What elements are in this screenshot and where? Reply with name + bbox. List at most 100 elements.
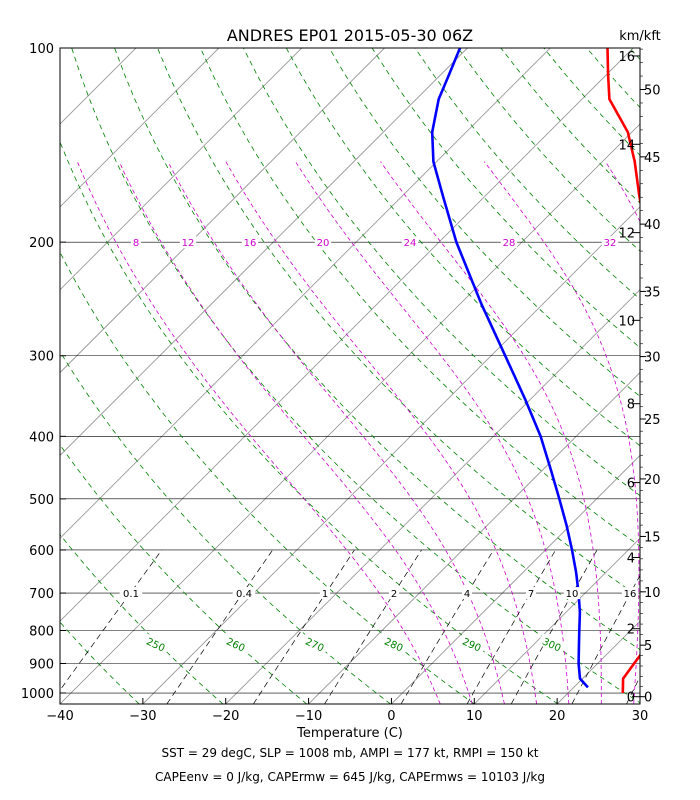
isotherm-line	[60, 48, 385, 374]
label-text: 20	[317, 238, 330, 249]
isotherm-line	[225, 289, 640, 704]
km-tick-label: 14	[618, 138, 635, 153]
mixing-ratio-label: 1	[319, 587, 331, 600]
label-text: 24	[404, 238, 417, 249]
moist-adiabat-line	[380, 161, 602, 704]
mixing-ratio-line	[400, 549, 494, 704]
mixing-ratio-line	[324, 549, 422, 704]
kft-tick-label: 25	[644, 413, 661, 428]
mixing-ratio-label: 10	[563, 587, 581, 600]
dry-adiabat-line	[586, 48, 640, 109]
isotherm-line	[60, 123, 640, 704]
moist-adiabat-label: 20	[314, 236, 332, 249]
label-background	[379, 633, 409, 656]
chart-title: ANDRES EP01 2015-05-30 06Z	[227, 26, 473, 45]
x-tick-label: 0	[387, 709, 395, 724]
dry-adiabat-label: 300	[537, 633, 567, 656]
mixing-ratio-line	[166, 549, 273, 704]
moist-adiabat-line	[225, 161, 537, 704]
mixing-ratio-label: 4	[461, 587, 473, 600]
moist-adiabat-label: 28	[500, 236, 518, 249]
label-background	[563, 587, 581, 600]
label-background	[179, 236, 197, 249]
mixing-ratio-label: 0.1	[119, 587, 143, 600]
km-tick-label: 8	[627, 398, 635, 413]
label-text: 10	[566, 589, 579, 600]
mixing-ratio-line	[626, 675, 640, 704]
kft-tick-label: 35	[644, 285, 661, 300]
moist-adiabat-label: 8	[130, 236, 142, 249]
mixing-ratio-line	[466, 549, 556, 704]
label-background	[141, 633, 171, 656]
isotherm-line	[60, 48, 137, 125]
label-text: 16	[624, 589, 637, 600]
mixing-ratio-label: 2	[388, 587, 400, 600]
mixing-ratio-line	[571, 574, 640, 704]
pressure-tick-label: 600	[29, 544, 54, 559]
kft-tick-label: 30	[644, 351, 661, 366]
km-tick-label: 10	[618, 314, 635, 329]
isotherm-line	[60, 48, 220, 208]
isotherm-line	[60, 48, 468, 457]
moist-adiabat-line	[167, 161, 505, 704]
moist-adiabat-label: 16	[241, 236, 259, 249]
label-background	[232, 587, 256, 600]
pressure-tick-label: 300	[29, 350, 54, 365]
footer-line-2: CAPEenv = 0 J/kg, CAPErmw = 645 J/kg, CA…	[155, 770, 545, 784]
dry-adiabat-line	[500, 48, 640, 204]
isotherm-line	[60, 48, 303, 291]
label-text: 1	[322, 589, 328, 600]
kft-tick-label: 45	[644, 151, 661, 166]
isotherm-line	[142, 206, 640, 704]
kft-tick-label: 20	[644, 473, 661, 488]
dry-adiabat-line	[60, 251, 475, 704]
label-background	[119, 587, 143, 600]
mixing-ratio-line	[253, 549, 355, 704]
pressure-tick-label: 500	[29, 493, 54, 508]
moist-adiabat-line	[76, 161, 441, 704]
label-background	[457, 633, 487, 656]
x-tick-label: −20	[212, 709, 239, 724]
dry-adiabat-line	[71, 48, 640, 704]
label-background	[500, 236, 518, 249]
x-tick-label: −30	[129, 709, 156, 724]
dry-adiabat-line	[673, 48, 700, 704]
dewpoint-profile	[430, 48, 589, 689]
km-tick-label: 4	[627, 551, 635, 566]
x-tick-label: 20	[549, 709, 566, 724]
dry-adiabat-line	[60, 350, 391, 704]
pressure-tick-label: 400	[29, 430, 54, 445]
label-background	[314, 236, 332, 249]
label-text: 32	[604, 238, 617, 249]
dry-adiabat-line	[328, 48, 640, 397]
background-grid	[0, 48, 700, 704]
km-tick-label: 2	[627, 623, 635, 638]
label-background	[130, 236, 142, 249]
pressure-tick-label: 900	[29, 657, 54, 672]
pressure-tick-label: 800	[29, 625, 54, 640]
mixing-ratio-label: 16	[621, 587, 639, 600]
mixing-ratio-line	[510, 549, 598, 704]
plot-frame	[59, 47, 641, 705]
pressure-tick-label: 1000	[21, 687, 54, 702]
label-text: 16	[244, 238, 257, 249]
dry-adiabat-label: 280	[379, 633, 409, 656]
temperature-profile	[606, 48, 640, 694]
dry-adiabat-line	[60, 140, 559, 704]
x-tick-label: 10	[466, 709, 483, 724]
moist-adiabat-line	[295, 161, 570, 704]
dry-adiabat-label: 270	[300, 633, 330, 656]
kft-tick-label: 15	[644, 530, 661, 545]
label-background	[525, 587, 537, 600]
label-background	[401, 236, 419, 249]
right-axis-label: km/kft	[619, 29, 661, 44]
dry-adiabat-line	[243, 48, 640, 497]
isotherm-line	[60, 48, 551, 539]
isotherm-line	[0, 48, 53, 704]
label-text: 28	[503, 238, 516, 249]
axes: −40 −30 −20 −10 0 10 20 30100200300400500600700…	[21, 42, 661, 724]
dry-adiabat-line	[60, 533, 224, 704]
pressure-tick-label: 200	[29, 236, 54, 251]
mixing-ratio-label: 0.4	[232, 587, 256, 600]
kft-tick-label: 10	[644, 586, 661, 601]
